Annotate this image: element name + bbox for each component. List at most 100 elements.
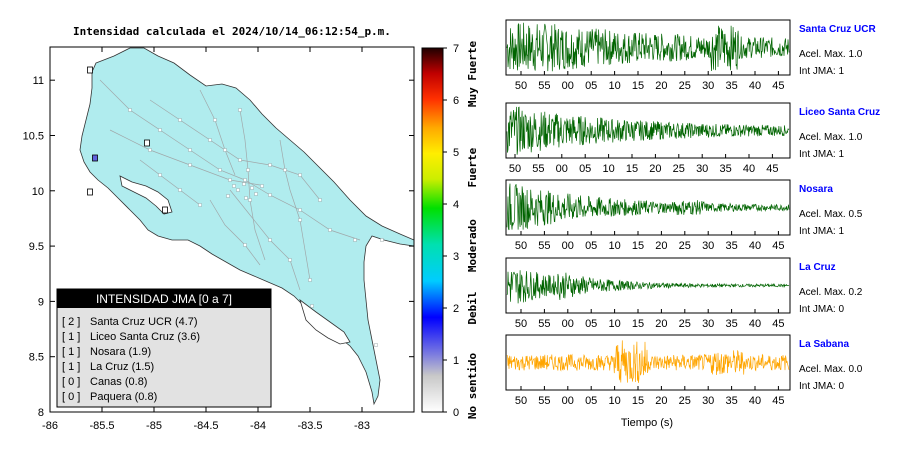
waveform-tick-label: 05 bbox=[579, 163, 591, 175]
waveform-frame bbox=[505, 334, 791, 391]
station-marker bbox=[87, 66, 93, 74]
map-y-tick-label: 9 bbox=[38, 296, 44, 308]
waveform-tick-label: 25 bbox=[679, 395, 691, 407]
station-markers bbox=[87, 66, 168, 214]
town-marker bbox=[268, 238, 272, 242]
waveform-tick-label: 45 bbox=[772, 80, 784, 92]
waveform-tick-label: 15 bbox=[632, 318, 644, 330]
waveform-tick-label: 00 bbox=[562, 318, 574, 330]
scale-category-label: Muy Fuerte bbox=[466, 41, 479, 108]
scale-tick-label: 5 bbox=[453, 147, 459, 159]
waveform-tick-label: 35 bbox=[725, 318, 737, 330]
waveform-tick-label: 15 bbox=[632, 240, 644, 252]
waveform-tick-label: 40 bbox=[749, 318, 761, 330]
town-marker bbox=[254, 192, 258, 196]
waveform-tick-label: 40 bbox=[749, 80, 761, 92]
town-marker bbox=[218, 168, 222, 172]
waveform-tick-label: 35 bbox=[719, 163, 731, 175]
station-marker bbox=[87, 188, 93, 196]
map-y-tick-label: 10 bbox=[32, 186, 44, 198]
legend-item-level: [ 2 ] bbox=[62, 316, 80, 328]
scale-category-label: Moderado bbox=[466, 219, 479, 272]
waveform-tick-label: 40 bbox=[743, 163, 755, 175]
waveform-tick-label: 30 bbox=[696, 163, 708, 175]
legend-item-name: La Cruz (1.5) bbox=[90, 361, 154, 373]
waveform-panel: 50 55 00 05 10 15 20 25 30 35 40 45 Nosara Acel. Max.… bbox=[505, 179, 863, 252]
town-marker bbox=[246, 168, 250, 172]
waveform-tick-label: 55 bbox=[538, 318, 550, 330]
waveform-panel: 50 55 00 05 10 15 20 25 30 35 40 45 La Sabana Acel. M… bbox=[505, 334, 863, 407]
waveform-tick-label: 10 bbox=[608, 318, 620, 330]
waveform-tick-label: 20 bbox=[655, 395, 667, 407]
waveform-tick-label: 15 bbox=[632, 395, 644, 407]
town-marker bbox=[243, 178, 247, 182]
waveform-tick-label: 25 bbox=[679, 318, 691, 330]
town-marker bbox=[318, 198, 322, 202]
waveform-trace bbox=[506, 340, 790, 383]
legend-title: INTENSIDAD JMA [0 a 7] bbox=[96, 292, 232, 306]
station-jma-intensity: Int JMA: 1 bbox=[799, 66, 844, 77]
town-marker bbox=[148, 148, 152, 152]
legend-header bbox=[57, 289, 271, 308]
station-name: La Sabana bbox=[799, 339, 849, 350]
town-marker bbox=[353, 238, 357, 242]
waveform-tick-label: 40 bbox=[749, 240, 761, 252]
map-x-tick-label: -84 bbox=[250, 420, 266, 432]
waveform-tick-label: 00 bbox=[562, 240, 574, 252]
station-name: La Cruz bbox=[799, 262, 836, 273]
legend-item-name: Canas (0.8) bbox=[90, 376, 147, 388]
waveform-tick-label: 45 bbox=[772, 395, 784, 407]
waveform-trace bbox=[506, 183, 790, 231]
waveform-tick-label: 55 bbox=[532, 163, 544, 175]
map-y-tick-label: 9.5 bbox=[29, 241, 44, 253]
waveform-tick-label: 50 bbox=[509, 163, 521, 175]
waveform-tick-label: 50 bbox=[515, 318, 527, 330]
legend-items: [ 2 ] Santa Cruz UCR (4.7) [ 1 ] Liceo Sant… bbox=[62, 316, 200, 403]
town-marker bbox=[298, 218, 302, 222]
scale-tick-label: 2 bbox=[453, 303, 459, 315]
intensity-color-bar bbox=[421, 47, 444, 413]
osa-peninsula bbox=[299, 298, 351, 345]
waveform-trace bbox=[506, 22, 790, 72]
map-y-axis: 8 8.5 9 9.5 10 10.5 11 bbox=[23, 75, 414, 419]
waveform-tick-label: 30 bbox=[702, 240, 714, 252]
station-max-accel: Acel. Max. 1.0 bbox=[799, 132, 863, 143]
legend-item-name: Nosara (1.9) bbox=[90, 346, 151, 358]
waveform-tick-label: 05 bbox=[585, 318, 597, 330]
town-marker bbox=[328, 228, 332, 232]
color-bar-ticks: 0 1 2 3 4 5 6 7 bbox=[443, 43, 459, 419]
station-jma-intensity: Int JMA: 0 bbox=[799, 381, 844, 392]
station-max-accel: Acel. Max. 0.5 bbox=[799, 209, 863, 220]
scale-tick-label: 1 bbox=[453, 355, 459, 367]
waveform-tick-label: 30 bbox=[702, 395, 714, 407]
legend-item-level: [ 0 ] bbox=[62, 391, 80, 403]
town-marker bbox=[236, 188, 240, 192]
color-bar-categories: No sentido Debil Moderado Fuerte Muy Fuerte bbox=[466, 41, 479, 420]
station-jma-intensity: Int JMA: 1 bbox=[799, 149, 844, 160]
scale-tick-label: 4 bbox=[453, 199, 459, 211]
waveform-tick-label: 10 bbox=[608, 395, 620, 407]
scale-category-label: No sentido bbox=[466, 353, 479, 420]
map-x-tick-label: -85 bbox=[146, 420, 162, 432]
waveform-tick-label: 45 bbox=[766, 163, 778, 175]
map-x-tick-label: -86 bbox=[42, 420, 58, 432]
scale-tick-label: 3 bbox=[453, 251, 459, 263]
station-name: Liceo Santa Cruz bbox=[799, 107, 880, 118]
town-marker bbox=[178, 118, 182, 122]
town-marker bbox=[158, 128, 162, 132]
town-marker bbox=[198, 203, 202, 207]
map-y-tick-label: 8.5 bbox=[29, 352, 44, 364]
time-axis-label: Tiempo (s) bbox=[621, 417, 673, 429]
town-markers bbox=[128, 108, 384, 347]
map-x-tick-label: -84.5 bbox=[193, 420, 218, 432]
waveform-tick-label: 15 bbox=[626, 163, 638, 175]
town-marker bbox=[298, 173, 302, 177]
waveform-tick-label: 25 bbox=[679, 80, 691, 92]
map-y-tick-label: 8 bbox=[38, 407, 44, 419]
legend-item-level: [ 1 ] bbox=[62, 331, 80, 343]
waveform-tick-label: 50 bbox=[515, 395, 527, 407]
waveform-tick-label: 10 bbox=[608, 240, 620, 252]
waveform-tick-label: 05 bbox=[585, 240, 597, 252]
waveform-tick-label: 20 bbox=[655, 80, 667, 92]
legend-item-level: [ 0 ] bbox=[62, 376, 80, 388]
